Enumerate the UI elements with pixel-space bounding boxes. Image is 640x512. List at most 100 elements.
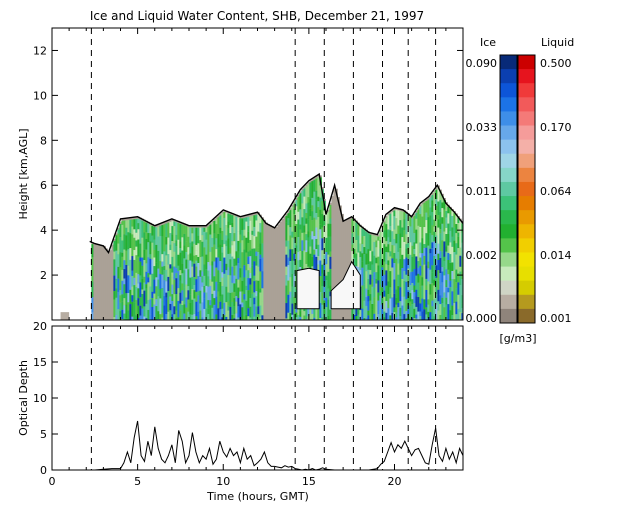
heatmap-cell (283, 216, 286, 320)
heatmap-cell (457, 273, 460, 283)
heatmap-cell (207, 308, 210, 315)
heatmap-cell (249, 250, 252, 257)
heatmap-cell (261, 257, 264, 272)
heatmap-cell (127, 293, 130, 303)
heatmap-cell (213, 261, 216, 277)
heatmap-cell (451, 246, 454, 263)
heatmap-cell (173, 294, 176, 307)
heatmap-cell (431, 300, 434, 307)
heatmap-cell (369, 294, 372, 301)
heatmap-cell (161, 261, 164, 267)
heatmap-cell (295, 250, 298, 268)
y-tick-label: 4 (40, 224, 47, 237)
heatmap-cell (261, 243, 264, 258)
heatmap-cell (221, 247, 224, 253)
heatmap-cell (183, 313, 186, 320)
heatmap-cell (95, 243, 98, 320)
heatmap-cell (147, 257, 150, 274)
heatmap-cell (313, 206, 316, 218)
heatmap-cell (437, 253, 440, 260)
heatmap-cell (353, 220, 356, 235)
heatmap-cell (301, 217, 304, 233)
heatmap-cell (359, 310, 362, 317)
heatmap-cell (211, 293, 214, 308)
heatmap-cell (345, 219, 348, 320)
heatmap-cell (151, 273, 154, 292)
heatmap-cell (117, 309, 120, 320)
heatmap-cell (181, 300, 184, 306)
heatmap-cell (419, 242, 422, 254)
heatmap-cell (245, 237, 248, 253)
heatmap-cell (233, 266, 236, 276)
heatmap-cell (171, 301, 174, 315)
heatmap-cell (403, 230, 406, 242)
heatmap-cell (229, 259, 232, 276)
heatmap-cell (255, 251, 258, 257)
heatmap-cell (421, 311, 424, 320)
heatmap-cell (393, 245, 396, 254)
heatmap-cell (457, 308, 460, 320)
heatmap-cell (359, 243, 362, 252)
heatmap-cell (261, 288, 264, 302)
heatmap-cell (329, 256, 332, 269)
heatmap-cell (375, 278, 378, 284)
heatmap-cell (307, 219, 310, 232)
heatmap-cell (393, 253, 396, 264)
heatmap-cell (387, 265, 390, 282)
heatmap-cell (391, 313, 394, 320)
heatmap-cell (409, 226, 412, 243)
heatmap-cell (235, 301, 238, 314)
heatmap-cell (433, 226, 436, 232)
heatmap-cell (255, 291, 258, 297)
heatmap-cell (401, 211, 404, 228)
heatmap-cell (297, 211, 300, 220)
heatmap-cell (195, 255, 198, 261)
heatmap-cell (375, 236, 378, 241)
heatmap-cell (399, 316, 402, 320)
heatmap-cell (195, 301, 198, 317)
heatmap-cell (239, 230, 242, 235)
heatmap-cell (427, 268, 430, 282)
heatmap-cell (435, 265, 438, 278)
heatmap-cell (185, 251, 188, 260)
heatmap-cell (427, 311, 430, 319)
heatmap-cell (413, 242, 416, 250)
heatmap-cell (197, 276, 200, 292)
heatmap-cell (447, 269, 450, 275)
heatmap-cell (453, 252, 456, 270)
heatmap-cell (387, 252, 390, 261)
heatmap-cell (247, 256, 250, 265)
heatmap-cell (409, 285, 412, 294)
heatmap-cell (137, 218, 140, 224)
heatmap-cell (179, 310, 182, 320)
heatmap-cell (381, 244, 384, 249)
heatmap-cell (445, 297, 448, 305)
heatmap-cell (329, 204, 332, 219)
clear-gap-region (296, 267, 320, 310)
heatmap-cell (405, 213, 408, 223)
heatmap-cell (187, 227, 190, 237)
heatmap-cell (137, 229, 140, 240)
heatmap-cell (207, 226, 210, 245)
heatmap-cell (449, 231, 452, 243)
heatmap-cell (435, 304, 438, 320)
heatmap-cell (219, 233, 222, 245)
heatmap-cell (173, 279, 176, 290)
heatmap-cell (417, 273, 420, 283)
colorbar-liquid-swatch (518, 69, 535, 84)
heatmap-cell (201, 276, 204, 283)
heatmap-cell (435, 189, 438, 200)
heatmap-cell (99, 244, 102, 320)
heatmap-cell (383, 237, 386, 245)
heatmap-cell (169, 310, 172, 320)
heatmap-cell (303, 209, 306, 226)
heatmap-cell (259, 216, 262, 224)
heatmap-cell (153, 304, 156, 320)
heatmap-cell (321, 213, 324, 228)
heatmap-cell (405, 248, 408, 258)
heatmap-cell (155, 286, 158, 300)
heatmap-cell (303, 311, 306, 316)
heatmap-cell (251, 265, 254, 279)
heatmap-cell (357, 309, 360, 315)
heatmap-cell (211, 238, 214, 248)
